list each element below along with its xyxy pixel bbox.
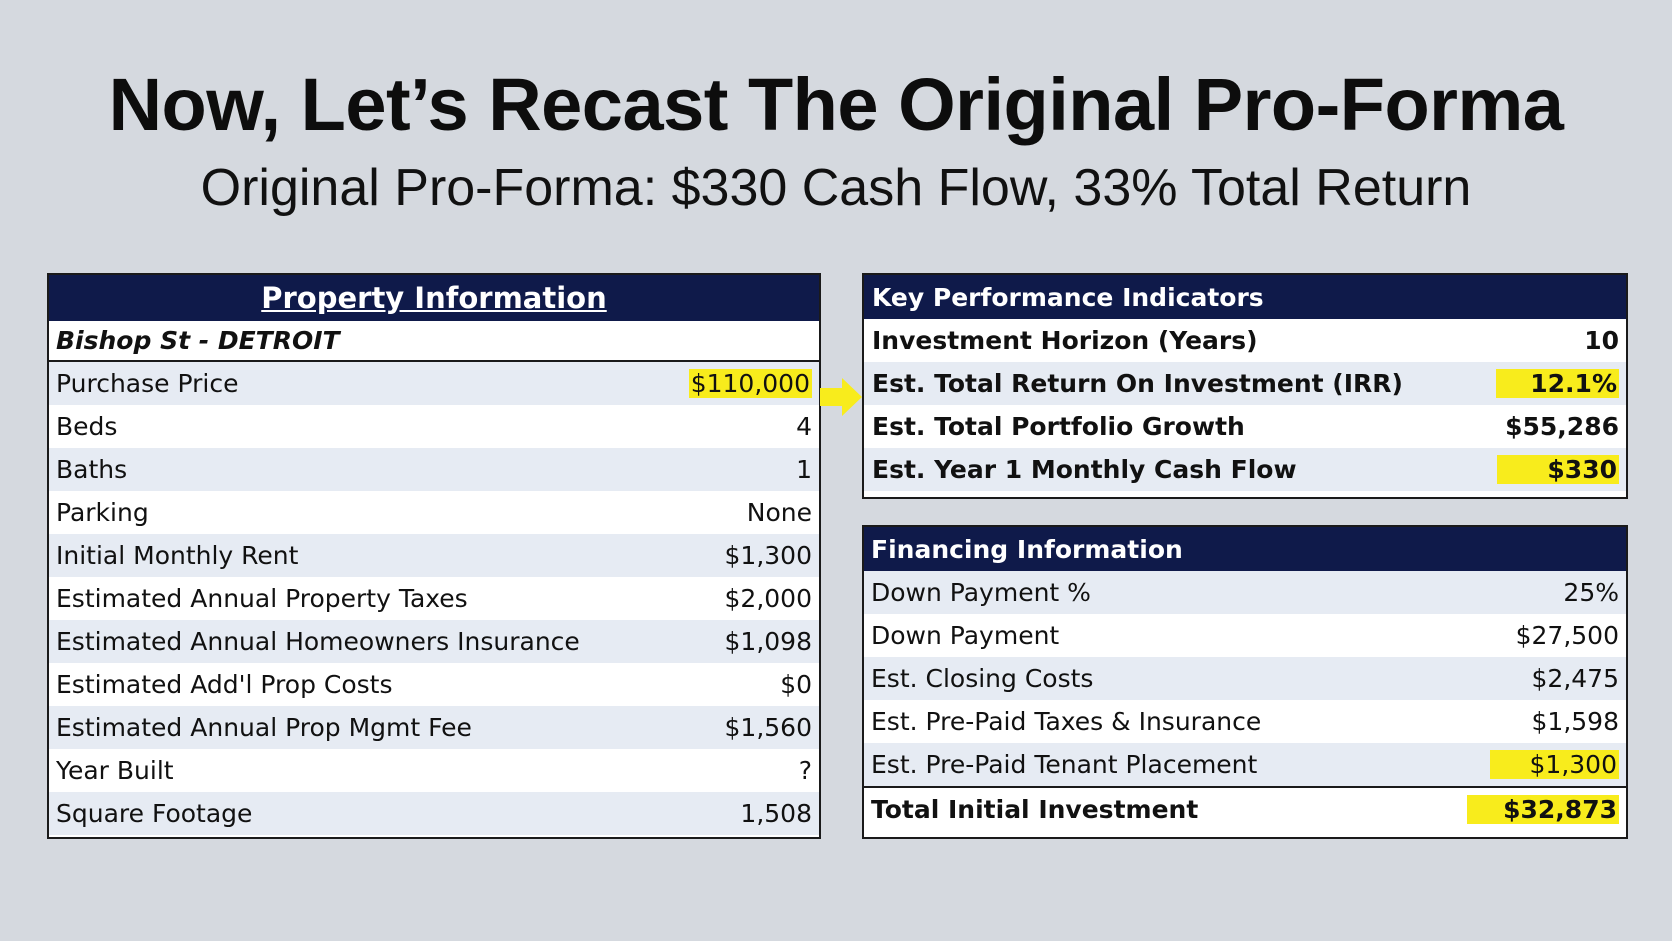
property-information-table: Property Information Bishop St - DETROIT…	[47, 273, 821, 839]
row-value: None	[746, 498, 812, 527]
table-row: Est. Pre-Paid Taxes & Insurance $1,598	[864, 700, 1626, 743]
row-label: Est. Closing Costs	[871, 664, 1094, 693]
row-value: 25%	[1563, 578, 1619, 607]
table-row: Down Payment % 25%	[864, 571, 1626, 614]
financing-header: Financing Information	[864, 527, 1626, 571]
table-row: Estimated Annual Property Taxes $2,000	[49, 577, 819, 620]
row-value: 1,508	[740, 799, 812, 828]
row-label: Down Payment %	[871, 578, 1091, 607]
row-label: Est. Year 1 Monthly Cash Flow	[872, 455, 1297, 484]
row-label: Square Footage	[56, 799, 253, 828]
row-label: Estimated Annual Homeowners Insurance	[56, 627, 580, 656]
row-label: Beds	[56, 412, 118, 441]
total-label: Total Initial Investment	[871, 795, 1199, 824]
row-label: Purchase Price	[56, 369, 239, 398]
row-value: $1,098	[724, 627, 812, 656]
row-value: $1,598	[1531, 707, 1619, 736]
row-value: $330	[1497, 455, 1619, 484]
row-label: Down Payment	[871, 621, 1060, 650]
property-address: Bishop St - DETROIT	[49, 321, 819, 362]
page-title: Now, Let’s Recast The Original Pro-Forma	[108, 63, 1564, 146]
table-row: Est. Total Portfolio Growth $55,286	[864, 405, 1626, 448]
row-label: Year Built	[56, 756, 174, 785]
table-row: Beds 4	[49, 405, 819, 448]
row-label: Initial Monthly Rent	[56, 541, 299, 570]
table-row: Purchase Price $110,000	[49, 362, 819, 405]
row-value: $1,300	[724, 541, 812, 570]
row-value: $2,000	[724, 584, 812, 613]
row-label: Baths	[56, 455, 128, 484]
row-value: $27,500	[1515, 621, 1619, 650]
row-label: Est. Pre-Paid Tenant Placement	[871, 750, 1258, 779]
table-row: Est. Closing Costs $2,475	[864, 657, 1626, 700]
total-value: $32,873	[1467, 795, 1619, 824]
row-label: Estimated Annual Prop Mgmt Fee	[56, 713, 472, 742]
table-row: Square Footage 1,508	[49, 792, 819, 835]
row-value: $1,300	[1489, 750, 1619, 779]
row-label: Estimated Add'l Prop Costs	[56, 670, 393, 699]
page-subtitle: Original Pro-Forma: $330 Cash Flow, 33% …	[200, 159, 1472, 217]
arrow-right-icon	[820, 378, 862, 416]
table-row: Parking None	[49, 491, 819, 534]
table-row: Estimated Annual Prop Mgmt Fee $1,560	[49, 706, 819, 749]
kpi-header: Key Performance Indicators	[864, 275, 1626, 319]
table-row: Investment Horizon (Years) 10	[864, 319, 1626, 362]
row-value: $110,000	[688, 369, 812, 398]
row-value: 4	[796, 412, 812, 441]
table-row: Down Payment $27,500	[864, 614, 1626, 657]
key-performance-indicators-table: Key Performance Indicators Investment Ho…	[862, 273, 1628, 499]
property-information-header: Property Information	[49, 275, 819, 321]
row-value: 1	[796, 455, 812, 484]
table-row: Est. Pre-Paid Tenant Placement $1,300	[864, 743, 1626, 786]
row-value: ?	[798, 756, 812, 785]
row-label: Est. Pre-Paid Taxes & Insurance	[871, 707, 1262, 736]
property-address-label: Bishop St - DETROIT	[56, 326, 340, 355]
table-row: Initial Monthly Rent $1,300	[49, 534, 819, 577]
table-row: Est. Total Return On Investment (IRR) 12…	[864, 362, 1626, 405]
row-label: Parking	[56, 498, 149, 527]
row-value: $2,475	[1531, 664, 1619, 693]
row-value: 12.1%	[1496, 369, 1619, 398]
table-row: Baths 1	[49, 448, 819, 491]
row-value: 10	[1584, 326, 1619, 355]
row-label: Est. Total Return On Investment (IRR)	[872, 369, 1403, 398]
total-row: Total Initial Investment $32,873	[864, 786, 1626, 831]
row-value: $0	[780, 670, 812, 699]
table-row: Est. Year 1 Monthly Cash Flow $330	[864, 448, 1626, 491]
row-label: Est. Total Portfolio Growth	[872, 412, 1245, 441]
financing-information-table: Financing Information Down Payment % 25%…	[862, 525, 1628, 839]
row-label: Estimated Annual Property Taxes	[56, 584, 468, 613]
table-row: Year Built ?	[49, 749, 819, 792]
row-value: $55,286	[1505, 412, 1619, 441]
table-row: Estimated Add'l Prop Costs $0	[49, 663, 819, 706]
row-value: $1,560	[724, 713, 812, 742]
table-row: Estimated Annual Homeowners Insurance $1…	[49, 620, 819, 663]
row-label: Investment Horizon (Years)	[872, 326, 1258, 355]
